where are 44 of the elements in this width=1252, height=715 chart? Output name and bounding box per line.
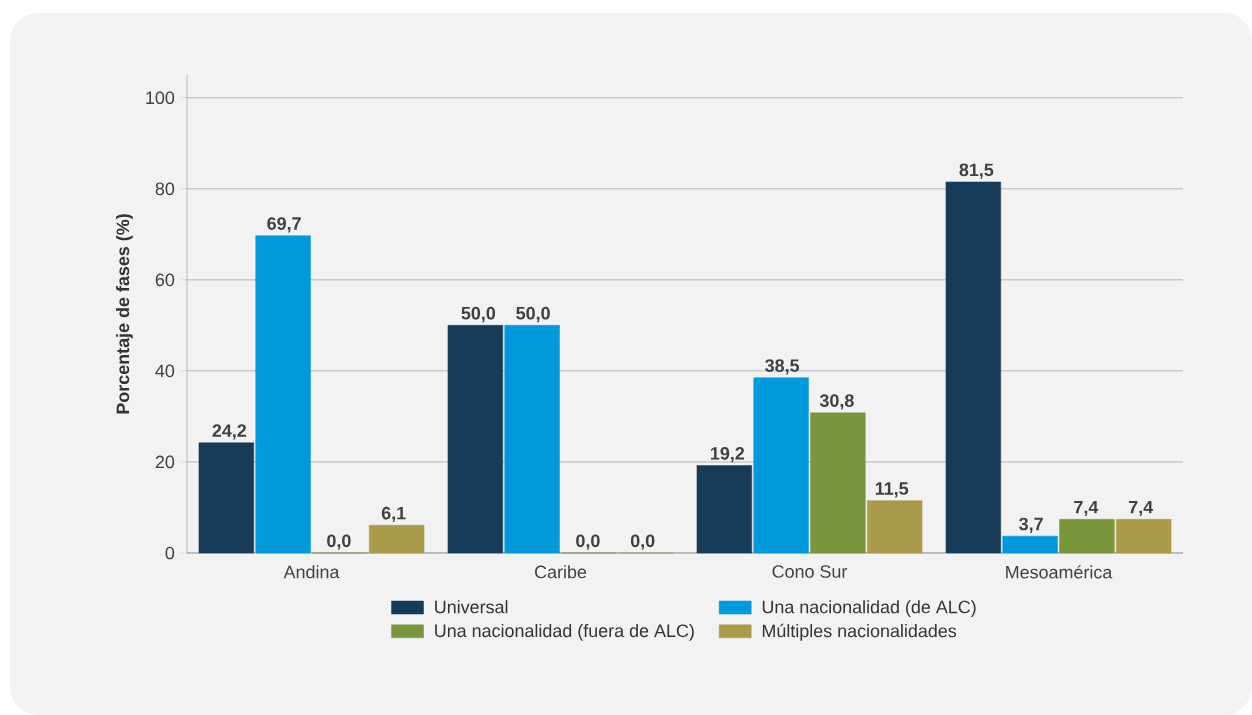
data-label: 0,0 xyxy=(576,534,600,550)
x-tick-label: Cono Sur xyxy=(772,565,848,578)
data-label: 6,1 xyxy=(381,506,406,523)
data-label: 50,0 xyxy=(461,306,496,323)
bar xyxy=(810,412,866,554)
bar xyxy=(1002,535,1058,554)
data-label: 0,0 xyxy=(630,534,655,550)
y-tick-label: 80 xyxy=(155,182,175,196)
x-tick-label: Mesoamérica xyxy=(1006,565,1113,579)
data-label: 38,5 xyxy=(765,359,800,375)
y-tick-label: 60 xyxy=(155,273,175,287)
bar xyxy=(1059,519,1115,554)
bar xyxy=(447,325,503,554)
data-label: 11,5 xyxy=(875,482,909,498)
data-label: 3,7 xyxy=(1019,517,1043,533)
data-label: 69,7 xyxy=(267,217,301,233)
bar xyxy=(867,500,923,554)
bar xyxy=(945,181,1001,554)
bar xyxy=(504,325,560,554)
data-label: 19,2 xyxy=(711,447,745,463)
legend-label: Múltiples nacionalidades xyxy=(762,623,957,641)
bar xyxy=(198,442,254,554)
x-tick-label: Caribe xyxy=(535,565,587,579)
data-label: 7,4 xyxy=(1074,500,1099,517)
x-tick-label: Andina xyxy=(283,565,340,579)
bar xyxy=(369,524,425,554)
bar xyxy=(696,465,752,554)
legend-label: Universal xyxy=(435,600,508,614)
y-tick-label: 100 xyxy=(146,91,175,105)
y-tick-label: 0 xyxy=(165,546,175,560)
bar xyxy=(753,377,809,554)
legend-label: Una nacionalidad (fuera de ALC) xyxy=(435,623,694,641)
data-label: 0,0 xyxy=(327,534,351,550)
y-tick-label: 40 xyxy=(155,364,175,378)
legend-label: Una nacionalidad (de ALC) xyxy=(762,600,976,617)
data-label: 24,2 xyxy=(212,424,247,440)
bar xyxy=(1116,519,1172,554)
data-label: 50,0 xyxy=(516,306,550,323)
y-tick-label: 20 xyxy=(155,455,175,469)
bar xyxy=(255,235,311,554)
data-label: 81,5 xyxy=(959,163,994,179)
data-label: 30,8 xyxy=(819,394,854,410)
y-axis-title: Porcentaje de fases (%) xyxy=(116,214,133,414)
data-label: 7,4 xyxy=(1128,500,1154,517)
